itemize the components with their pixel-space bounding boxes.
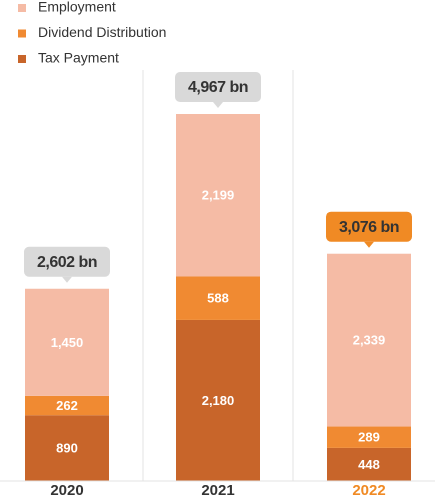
bar-segment [176, 319, 260, 481]
legend-swatch [18, 29, 26, 38]
total-callout: 4,967 bn [175, 72, 261, 108]
legend-swatch [18, 55, 26, 63]
value-label: 262 [56, 398, 78, 413]
total-label: 3,076 bn [339, 219, 399, 236]
total-label: 2,602 bn [37, 254, 97, 271]
value-label: 2,339 [353, 333, 386, 348]
callout-pointer [62, 276, 72, 283]
bar-segment [25, 415, 109, 481]
bar-segment [176, 114, 260, 277]
value-label: 1,450 [51, 335, 84, 350]
value-label: 448 [358, 457, 380, 472]
value-label: 2,180 [202, 393, 235, 408]
bar-segment [25, 395, 109, 416]
bar-segment [327, 253, 411, 427]
x-tick-label: 2021 [201, 482, 234, 499]
total-callout: 3,076 bn [326, 211, 412, 248]
value-label: 890 [56, 441, 78, 456]
legend-label: Tax Payment [38, 50, 119, 66]
value-label: 289 [358, 430, 380, 445]
x-tick-label: 2020 [50, 482, 83, 499]
value-label: 588 [207, 291, 229, 306]
legend-label: Employment [38, 0, 116, 15]
bar-segment [25, 288, 109, 396]
x-tick-label: 2022 [352, 482, 385, 499]
legend-swatch [18, 4, 26, 12]
total-label: 4,967 bn [188, 79, 248, 96]
value-label: 2,199 [202, 188, 235, 203]
bar-segment [176, 276, 260, 320]
total-callout: 2,602 bn [24, 246, 110, 283]
callout-pointer [364, 241, 374, 248]
callout-box [24, 246, 110, 277]
callout-box [175, 72, 261, 102]
bar-segment [327, 426, 411, 448]
callout-box [326, 211, 412, 242]
callout-pointer [213, 102, 223, 108]
legend-label: Dividend Distribution [38, 24, 166, 40]
bar-segment [327, 447, 411, 481]
